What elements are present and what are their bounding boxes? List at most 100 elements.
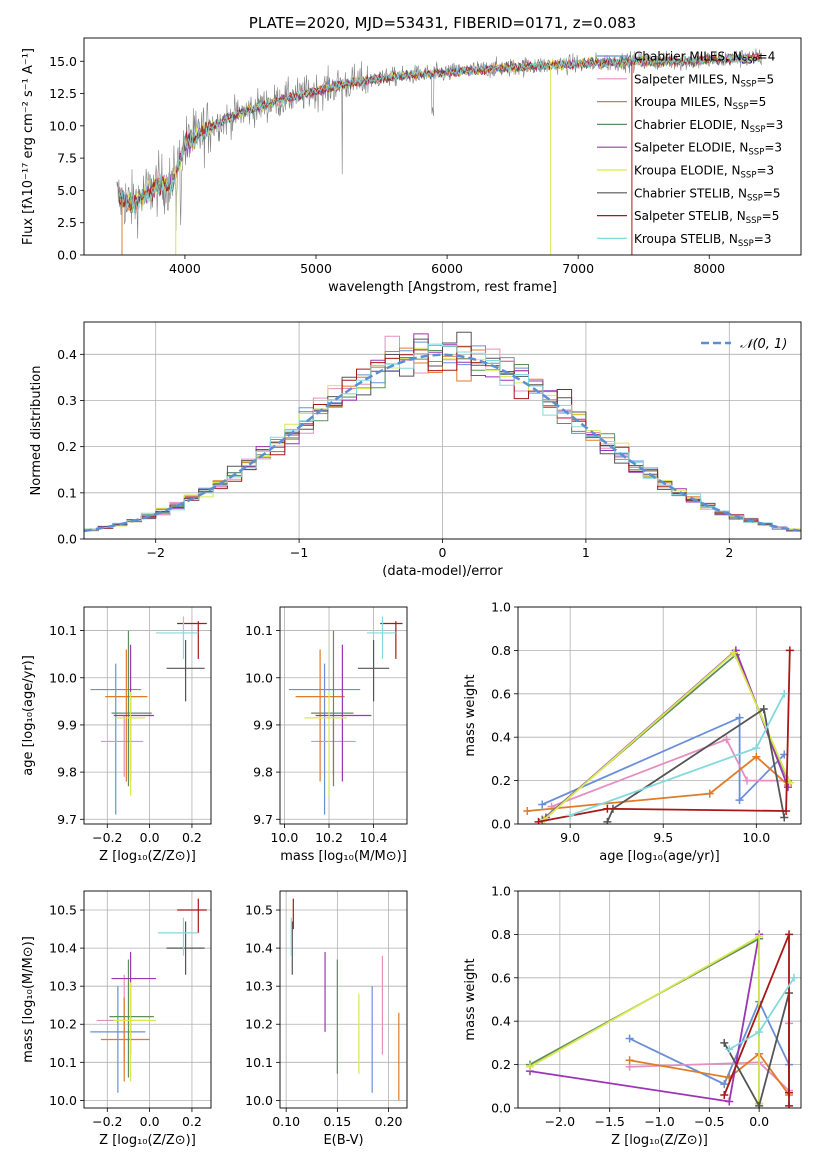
x-tick-label: −1.5 [594, 1114, 624, 1129]
series-line [545, 648, 789, 819]
y-tick-label: 0.0 [57, 248, 77, 263]
y-tick-label: 2.5 [57, 215, 77, 230]
y-tick-label: 0.8 [491, 927, 511, 942]
x-tick-label: −2.0 [545, 1114, 575, 1129]
point-salpeter-miles [96, 974, 146, 1063]
series-marker [538, 800, 547, 809]
series-kroupa-miles [523, 752, 792, 815]
y-tick-label: 10.4 [49, 941, 77, 956]
series-marker [785, 1088, 794, 1097]
panel-age_vs_Z: −0.2 0.0 0.2 9.7 9.8 9.9 10.0 10.1 Z [log₁₀(Z/Z⊙… [21, 606, 212, 864]
series-marker [759, 704, 768, 713]
model-spectrum-kroupa-stelib [119, 53, 763, 214]
x-tick-label: 9.5 [653, 830, 673, 845]
x-tick-label: −1 [290, 545, 308, 560]
axes-frame [517, 890, 802, 1109]
legend-entry: Kroupa MILES, NSSP=5 [634, 95, 766, 112]
series-marker [752, 744, 761, 753]
series-marker [705, 789, 714, 798]
y-tick-label: 0.2 [57, 439, 77, 454]
plot-area [116, 48, 763, 255]
axes-frame [279, 890, 408, 1109]
series-marker [523, 806, 532, 815]
plot-area [525, 930, 799, 1108]
series-marker [785, 646, 794, 655]
point-chabrier-miles [288, 663, 361, 815]
x-axis-label: Z [log₁₀(Z/Z⊙)] [611, 1133, 708, 1148]
axes-frame [83, 37, 802, 256]
y-tick-label: 15.0 [49, 54, 77, 69]
axes-frame [83, 890, 212, 1109]
x-tick-label: 0.0 [749, 1114, 769, 1129]
point-kroupa-elodie [113, 982, 156, 1082]
series-marker [780, 689, 789, 698]
y-axis-label: Flux [fλ10⁻¹⁷ erg cm⁻² s⁻¹ A⁻¹] [21, 48, 36, 245]
y-tick-label: 5.0 [57, 183, 77, 198]
series-line [529, 935, 760, 1104]
series-marker [720, 1080, 729, 1089]
series-marker [534, 817, 543, 824]
series-salpeter-miles [547, 735, 792, 811]
x-tick-label: 10.0 [271, 830, 299, 845]
legend-entry: Chabrier MILES, NSSP=4 [634, 50, 775, 67]
point-salpeter-miles [100, 715, 144, 777]
legend-entry: Kroupa STELIB, NSSP=3 [634, 232, 772, 249]
y-tick-label: 10.2 [245, 1017, 273, 1032]
y-tick-label: 0.0 [57, 532, 77, 547]
y-tick-label: 9.9 [57, 717, 77, 732]
y-tick-label: 10.0 [49, 670, 77, 685]
series-line [551, 738, 788, 808]
plot-area [84, 331, 801, 539]
y-tick-label: 10.1 [49, 1055, 77, 1070]
series-marker [735, 713, 744, 722]
series-marker [755, 1101, 764, 1108]
series-kroupa-stelib [725, 973, 799, 1054]
series-chabrier-stelib [603, 704, 789, 824]
y-tick-label: 10.4 [245, 941, 273, 956]
series-marker [735, 796, 744, 805]
normal-reference-curve [84, 353, 799, 533]
y-tick-label: 10.1 [245, 1055, 273, 1070]
series-marker [743, 776, 752, 785]
axes-frame [83, 606, 212, 825]
series-marker [625, 1034, 634, 1043]
x-axis-label: Z [log₁₀(Z/Z⊙)] [99, 1133, 196, 1148]
panel-spectrum: 4000 5000 6000 7000 8000 0.0 2.5 5.0 7.5 10.0 12.5… [21, 14, 802, 295]
legend-entry: Chabrier STELIB, NSSP=5 [634, 186, 781, 203]
plot-area [90, 898, 207, 1093]
series-marker [725, 1097, 734, 1106]
x-tick-label: −0.5 [694, 1114, 724, 1129]
y-tick-label: 1.0 [491, 884, 511, 899]
y-tick-label: 9.8 [253, 765, 273, 780]
x-tick-label: 0.10 [272, 1114, 300, 1129]
x-tick-label: 0.2 [182, 1114, 202, 1129]
point-salpeter-elodie [315, 644, 372, 782]
x-axis-label: wavelength [Angstrom, rest frame] [328, 280, 557, 295]
legend-entry: Salpeter MILES, NSSP=5 [634, 72, 774, 89]
y-axis-label: Normed distribution [29, 366, 44, 496]
x-tick-label: 2 [725, 545, 733, 560]
y-tick-label: 10.1 [245, 623, 273, 638]
y-tick-label: 10.0 [245, 1093, 273, 1108]
point-kroupa-miles [100, 997, 150, 1082]
y-tick-label: 0.4 [57, 347, 77, 362]
series-line [541, 716, 785, 806]
y-tick-label: 7.5 [57, 151, 77, 166]
series-kroupa-stelib [566, 689, 789, 820]
series-line [629, 1052, 790, 1096]
point-chabrier-elodie [109, 959, 154, 1078]
series-marker [729, 648, 738, 657]
axes-frame [83, 321, 802, 540]
legend-entry: Salpeter STELIB, NSSP=5 [634, 209, 779, 226]
panel-age_vs_mass: 10.0 10.2 10.4 9.7 9.8 9.9 10.0 10.1 mass [log₁₀… [245, 606, 408, 864]
axes-frame [517, 606, 802, 825]
x-tick-label: 4000 [169, 261, 201, 276]
series-line [723, 992, 790, 1108]
series-marker [755, 932, 764, 941]
series-salpeter-stelib [720, 930, 794, 1108]
x-axis-label: Z [log₁₀(Z/Z⊙)] [99, 849, 196, 864]
series-line [527, 755, 789, 812]
y-tick-label: 10.3 [245, 979, 273, 994]
plot-area [290, 898, 400, 1101]
